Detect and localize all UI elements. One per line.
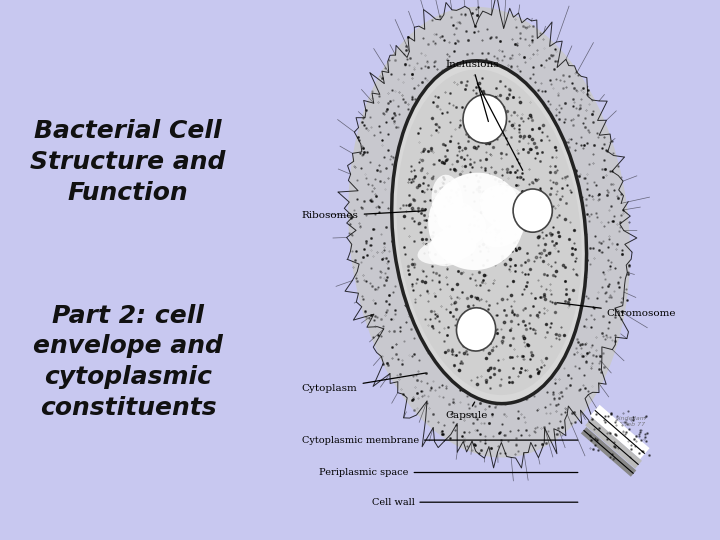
Ellipse shape [513,189,552,232]
Ellipse shape [392,61,587,403]
Text: Ribosomes: Ribosomes [302,211,426,220]
Text: Capsule: Capsule [446,402,488,420]
Text: Bacterial Cell
Structure and
Function: Bacterial Cell Structure and Function [30,119,225,205]
Ellipse shape [397,69,582,395]
Ellipse shape [438,202,474,232]
Ellipse shape [463,94,507,143]
Text: Chromosome: Chromosome [557,303,676,318]
Text: Periplasmic space: Periplasmic space [319,468,578,477]
Text: Cytoplasmic membrane: Cytoplasmic membrane [302,436,578,444]
Ellipse shape [454,211,486,245]
Ellipse shape [483,220,523,247]
Text: Cytoplasm: Cytoplasm [302,373,426,393]
Ellipse shape [428,227,471,266]
Ellipse shape [428,173,524,270]
Ellipse shape [348,7,630,457]
Ellipse shape [431,175,463,225]
Ellipse shape [456,308,495,351]
Text: vindellam
25 feb 77: vindellam 25 feb 77 [616,416,647,427]
Text: Cell wall: Cell wall [372,498,578,507]
Ellipse shape [480,185,526,221]
Text: Inclusions: Inclusions [446,60,499,122]
Ellipse shape [481,198,526,231]
Ellipse shape [418,237,477,265]
Text: Part 2: cell
envelope and
cytoplasmic
constituents: Part 2: cell envelope and cytoplasmic co… [33,304,223,420]
